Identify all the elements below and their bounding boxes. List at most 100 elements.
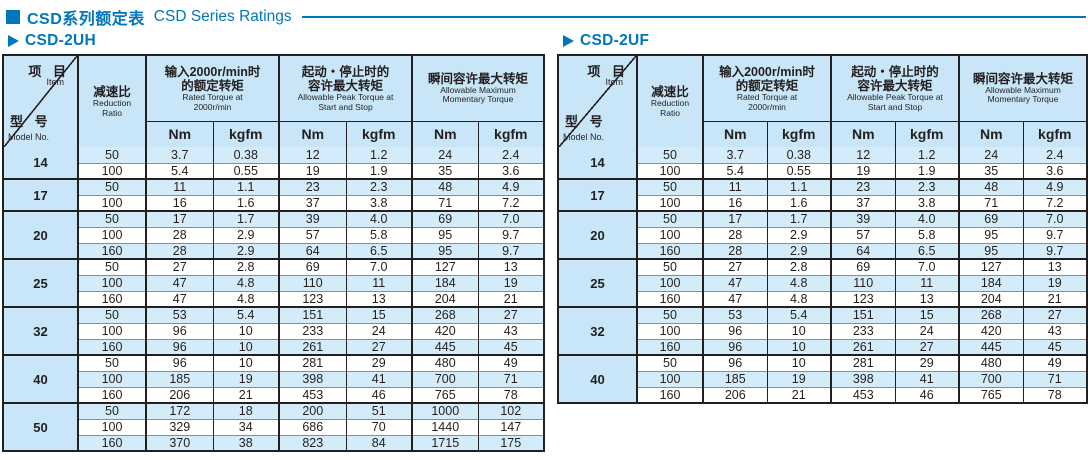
value-cell: 398 [830,370,895,387]
value-cell: 268 [411,306,478,323]
value-cell: 78 [477,386,545,403]
value-cell: 7.0 [477,210,545,227]
value-cell: 1.9 [894,162,959,179]
value-cell: 45 [1022,338,1088,355]
ratio-cell: 160 [636,290,703,307]
unit-header-kgfm: kgfm [894,120,959,147]
table-row: 160 47 4.8 123 13 204 21 [558,290,1088,307]
value-cell: 24 [958,147,1023,163]
ratio-cell: 50 [636,178,703,195]
value-cell: 700 [411,370,478,387]
table-section-csd-2uh: CSD-2UH 项 目 Item 型 号 Model No. 减速比 Reduction R… [2,31,546,452]
ratio-cell: 50 [77,306,146,323]
ratio-cell: 100 [636,226,703,243]
model-number-cell: 14 [558,147,637,179]
value-cell: 69 [411,210,478,227]
model-number-cell: 50 [3,402,78,451]
value-cell: 2.8 [212,258,279,275]
value-cell: 2.9 [212,242,279,259]
table-row: 100 96 10 233 24 420 43 [558,322,1088,339]
ratio-cell: 160 [77,386,146,403]
value-cell: 39 [830,210,895,227]
value-cell: 38 [212,434,279,451]
value-cell: 15 [894,306,959,323]
model-number-cell: 40 [3,354,78,403]
group-label-en2: Momentary Torque [987,94,1059,105]
value-cell: 4.9 [1022,178,1088,195]
value-cell: 10 [766,338,831,355]
header-row-groups: 项 目 Item 型 号 Model No. 减速比 Reduction Ratio 输入20… [3,55,545,147]
ratio-cell: 50 [77,402,146,419]
value-cell: 57 [830,226,895,243]
value-cell: 147 [477,418,545,435]
ratings-table: 项 目 Item 型 号 Model No. 减速比 Reduction Ratio 输入20… [2,54,546,452]
model-number-cell: 25 [3,258,78,307]
value-cell: 480 [958,354,1023,371]
value-cell: 13 [477,258,545,275]
model-label-en: Model No. [8,132,50,142]
item-label-zh: 项 目 [587,64,629,79]
value-cell: 7.0 [1022,210,1088,227]
value-cell: 175 [477,434,545,451]
group-label-zh2: 容许最大转矩 [857,78,933,93]
value-cell: 453 [830,386,895,403]
ratio-cell: 50 [77,210,146,227]
table-row: 20 50 17 1.7 39 4.0 69 7.0 [3,210,545,259]
table-row: 160 28 2.9 64 6.5 95 9.7 [3,242,545,259]
value-cell: 7.2 [477,194,545,211]
model-number-cell: 14 [3,147,78,179]
value-cell: 19 [830,162,895,179]
value-cell: 39 [278,210,346,227]
model-label-en: Model No. [563,132,605,142]
triangle-icon [563,35,574,47]
value-cell: 110 [278,274,346,291]
value-cell: 5.8 [894,226,959,243]
table-row: 100 185 19 398 41 700 71 [558,370,1088,387]
table-row: 32 50 53 5.4 151 15 268 27 [3,306,545,355]
value-cell: 370 [145,434,213,451]
reduction-label-en1: Reduction [650,98,690,109]
value-cell: 49 [477,354,545,371]
value-cell: 19 [212,370,279,387]
table-row: 20 50 17 1.7 39 4.0 69 7.0 [558,210,1088,259]
group-label-en1: Rated Torque at [736,92,798,103]
ratio-cell: 100 [636,162,703,179]
value-cell: 2.9 [766,242,831,259]
value-cell: 49 [1022,354,1088,371]
reduction-label-zh: 减速比 [93,84,131,99]
table-row: 100 47 4.8 110 11 184 19 [3,274,545,291]
group-label-zh2: 的额定转矩 [735,78,799,93]
value-cell: 96 [702,322,767,339]
ratio-cell: 160 [77,338,146,355]
ratio-cell: 50 [636,354,703,371]
value-cell: 9.7 [1022,242,1088,259]
value-cell: 13 [1022,258,1088,275]
value-cell: 41 [894,370,959,387]
value-cell: 233 [830,322,895,339]
value-cell: 69 [958,210,1023,227]
header-row-units: Nm kgfm Nm kgfm Nm kgfm [558,120,1088,147]
table-row: 100 16 1.6 37 3.8 71 7.2 [3,194,545,211]
value-cell: 34 [212,418,279,435]
value-cell: 420 [958,322,1023,339]
value-cell: 1.6 [212,194,279,211]
value-cell: 11 [145,178,213,195]
value-cell: 21 [1022,290,1088,307]
value-cell: 28 [702,242,767,259]
value-cell: 71 [411,194,478,211]
value-cell: 23 [830,178,895,195]
table-row: 40 50 96 10 281 29 480 49 [3,354,545,403]
table-title: CSD-2UH [2,31,543,51]
value-cell: 19 [766,370,831,387]
value-cell: 64 [830,242,895,259]
torque-group-header: 输入2000r/min时 的额定转矩 Rated Torque at 2000r/mi… [145,55,279,121]
table-section-csd-2uf: CSD-2UF 项 目 Item 型 号 Model No. 减速比 Reduction R… [557,31,1088,404]
value-cell: 281 [830,354,895,371]
value-cell: 11 [894,274,959,291]
value-cell: 24 [345,322,412,339]
value-cell: 27 [894,338,959,355]
value-cell: 16 [702,194,767,211]
model-number-cell: 32 [3,306,78,355]
table-row: 25 50 27 2.8 69 7.0 127 13 [3,258,545,307]
value-cell: 27 [702,258,767,275]
